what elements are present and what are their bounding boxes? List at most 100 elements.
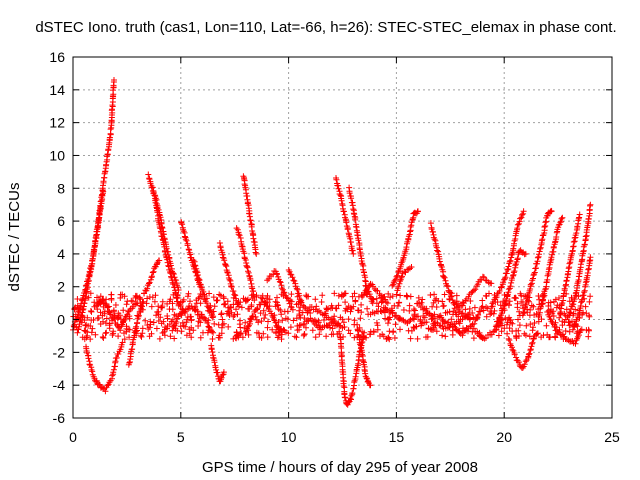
data-point — [519, 211, 525, 218]
data-point — [397, 292, 404, 299]
data-point — [438, 262, 445, 269]
data-point — [377, 308, 384, 314]
data-point — [491, 307, 498, 314]
data-point — [581, 295, 588, 302]
data-point — [102, 388, 109, 395]
data-point — [516, 333, 522, 339]
data-point — [524, 297, 531, 304]
data-point — [566, 309, 573, 316]
data-point — [134, 300, 141, 307]
data-point — [102, 330, 109, 337]
data-point — [175, 302, 182, 309]
data-point — [446, 288, 452, 295]
data-point — [188, 316, 195, 323]
data-point — [523, 322, 530, 329]
data-point — [336, 330, 343, 337]
data-point — [233, 306, 239, 313]
data-point — [456, 329, 463, 336]
data-point — [237, 317, 244, 324]
data-point — [138, 303, 145, 310]
data-point — [412, 307, 418, 314]
data-point — [552, 319, 559, 326]
data-point — [586, 258, 593, 264]
data-point — [211, 359, 218, 366]
data-point — [218, 324, 225, 331]
data-point — [210, 329, 217, 336]
data-point — [109, 372, 116, 379]
data-point — [96, 300, 103, 307]
data-point — [514, 300, 521, 307]
data-point — [382, 315, 389, 322]
data-point — [378, 294, 385, 301]
data-point — [175, 287, 182, 293]
data-point — [362, 287, 369, 294]
x-tick-label: 15 — [389, 429, 405, 445]
data-point — [167, 262, 174, 269]
data-point — [271, 312, 278, 319]
data-point — [522, 250, 529, 257]
data-point — [356, 324, 363, 331]
data-point — [430, 321, 437, 327]
data-point — [431, 320, 438, 327]
data-point — [153, 312, 160, 319]
data-point — [419, 296, 426, 303]
data-point — [211, 320, 218, 327]
data-point — [190, 257, 197, 264]
data-point — [254, 306, 260, 313]
data-point — [117, 295, 124, 301]
data-point — [537, 244, 544, 251]
data-point — [390, 328, 397, 335]
data-point — [527, 321, 534, 328]
data-point — [183, 332, 190, 339]
data-point — [569, 326, 576, 333]
data-point — [395, 299, 402, 306]
data-point — [295, 300, 302, 307]
data-point — [520, 208, 527, 215]
data-point — [442, 333, 449, 340]
data-point — [276, 278, 283, 285]
data-point — [126, 359, 133, 366]
data-point — [167, 333, 174, 340]
data-point — [303, 293, 310, 300]
data-point — [208, 346, 215, 353]
data-point — [277, 279, 284, 286]
data-point — [161, 236, 168, 243]
data-point — [100, 303, 107, 310]
data-point — [156, 335, 163, 342]
data-point — [170, 281, 177, 288]
data-point — [340, 333, 347, 340]
data-point — [219, 254, 226, 261]
data-point — [363, 291, 370, 298]
data-point — [563, 277, 570, 284]
data-point — [242, 319, 249, 326]
data-point — [149, 269, 156, 276]
data-point — [142, 317, 149, 324]
data-point — [246, 318, 253, 325]
data-point — [184, 314, 191, 320]
data-point — [172, 277, 179, 284]
data-point — [151, 298, 158, 305]
data-point — [352, 373, 359, 380]
data-point — [174, 327, 181, 334]
data-point — [169, 306, 176, 313]
data-point — [275, 319, 282, 325]
data-point — [345, 327, 352, 334]
data-point — [496, 288, 503, 294]
data-point — [453, 326, 460, 333]
data-point — [312, 334, 319, 341]
data-point — [470, 335, 477, 342]
data-point — [203, 295, 210, 302]
data-point — [120, 307, 127, 314]
data-point — [221, 257, 228, 264]
data-point — [359, 351, 366, 358]
data-point — [385, 290, 392, 297]
data-point — [522, 293, 529, 300]
data-point — [333, 322, 340, 329]
data-point — [539, 236, 546, 243]
data-point — [346, 190, 353, 197]
data-point — [355, 237, 362, 244]
data-point — [262, 311, 269, 318]
data-point — [290, 277, 297, 284]
data-point — [580, 292, 587, 299]
data-point — [150, 319, 157, 326]
